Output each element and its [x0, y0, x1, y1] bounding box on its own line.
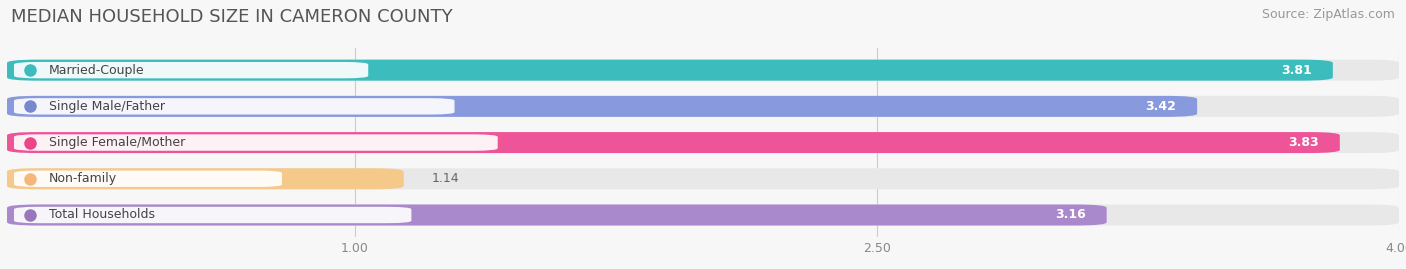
FancyBboxPatch shape	[7, 204, 1399, 225]
FancyBboxPatch shape	[7, 132, 1340, 153]
Text: Source: ZipAtlas.com: Source: ZipAtlas.com	[1261, 8, 1395, 21]
FancyBboxPatch shape	[7, 168, 1399, 189]
Text: 3.83: 3.83	[1288, 136, 1319, 149]
FancyBboxPatch shape	[7, 60, 1399, 81]
Text: Married-Couple: Married-Couple	[49, 64, 145, 77]
FancyBboxPatch shape	[7, 96, 1197, 117]
FancyBboxPatch shape	[14, 207, 412, 223]
Text: 3.81: 3.81	[1281, 64, 1312, 77]
Text: 3.16: 3.16	[1054, 208, 1085, 221]
FancyBboxPatch shape	[14, 134, 498, 151]
Text: MEDIAN HOUSEHOLD SIZE IN CAMERON COUNTY: MEDIAN HOUSEHOLD SIZE IN CAMERON COUNTY	[11, 8, 453, 26]
FancyBboxPatch shape	[7, 168, 404, 189]
Text: Single Male/Father: Single Male/Father	[49, 100, 165, 113]
FancyBboxPatch shape	[7, 204, 1107, 225]
FancyBboxPatch shape	[14, 62, 368, 78]
FancyBboxPatch shape	[7, 96, 1399, 117]
FancyBboxPatch shape	[7, 132, 1399, 153]
Text: 1.14: 1.14	[432, 172, 460, 185]
Text: Single Female/Mother: Single Female/Mother	[49, 136, 186, 149]
FancyBboxPatch shape	[14, 171, 283, 187]
FancyBboxPatch shape	[7, 60, 1333, 81]
Text: Total Households: Total Households	[49, 208, 155, 221]
FancyBboxPatch shape	[14, 98, 454, 115]
Text: 3.42: 3.42	[1146, 100, 1177, 113]
Text: Non-family: Non-family	[49, 172, 117, 185]
